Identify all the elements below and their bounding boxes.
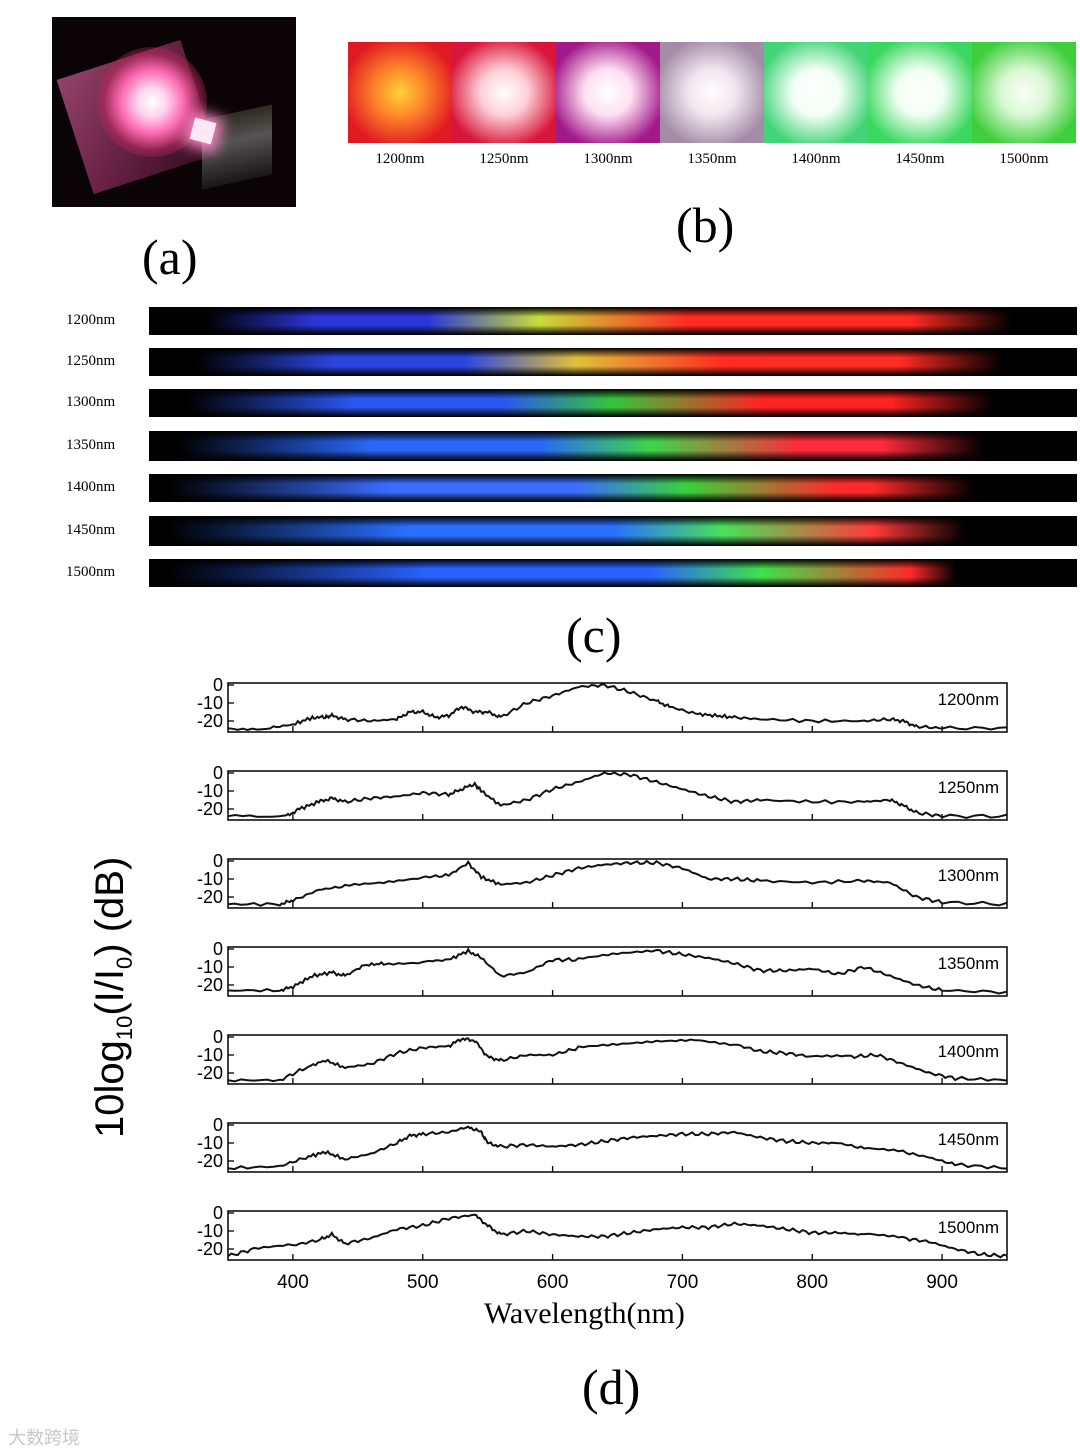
spectrum-line-1450nm — [227, 1125, 1008, 1171]
y-tick-label: 0 — [213, 1115, 223, 1135]
stripe-1400nm — [149, 474, 1077, 502]
panel-d-chart: 0-10-201200nm0-10-201250nm0-10-201300nm0… — [197, 675, 1008, 1293]
spectrum-line-1250nm — [227, 771, 1008, 820]
stripe-1200nm — [149, 307, 1077, 335]
stripe-label: 1500nm — [66, 564, 116, 580]
stripe-label: 1300nm — [66, 394, 116, 410]
y-tick-label: -20 — [197, 1063, 223, 1083]
panel-label-a: (a) — [142, 229, 198, 285]
y-tick-label: 0 — [213, 939, 223, 959]
spectrum-line-1400nm — [227, 1037, 1008, 1083]
series-label: 1400nm — [938, 1042, 999, 1061]
subplot-frame — [227, 770, 1008, 821]
spot-label: 1500nm — [999, 151, 1049, 167]
x-tick-label: 700 — [667, 1272, 699, 1293]
series-label: 1300nm — [938, 866, 999, 885]
y-tick-label: 0 — [213, 1027, 223, 1047]
panel-label-d: (d) — [582, 1359, 641, 1415]
y-tick-label: -10 — [197, 1045, 223, 1065]
y-tick-label: -10 — [197, 1221, 223, 1241]
spot-label: 1200nm — [375, 151, 425, 167]
stripe-label: 1450nm — [66, 522, 116, 538]
y-tick-label: 0 — [213, 1203, 223, 1223]
panel-b-spot-labels: 1200nm 1250nm 1300nm 1350nm 1400nm 1450nm 1500… — [348, 151, 1076, 168]
stripe-label: 1250nm — [66, 353, 116, 369]
series-label: 1250nm — [938, 778, 999, 797]
subplot-frame — [227, 1034, 1008, 1085]
chart-xlabel: Wavelength(nm) — [484, 1297, 685, 1330]
y-tick-label: 0 — [213, 851, 223, 871]
stripe-label: 1350nm — [66, 437, 116, 453]
watermark-logo: 大数跨境 — [8, 1428, 80, 1449]
stripe-label: 1400nm — [66, 479, 116, 495]
series-label: 1200nm — [938, 690, 999, 709]
spectrum-line-1500nm — [227, 1213, 1008, 1259]
y-tick-label: -20 — [197, 1151, 223, 1171]
x-tick-label: 900 — [926, 1272, 958, 1293]
stripe-1300nm — [149, 389, 1077, 417]
x-tick-label: 600 — [537, 1272, 569, 1293]
y-tick-label: -20 — [197, 711, 223, 731]
spectrum-line-1300nm — [227, 859, 1008, 907]
y-tick-label: -20 — [197, 1239, 223, 1259]
spot-label: 1350nm — [687, 151, 737, 167]
photo-a-laser-setup — [52, 17, 296, 207]
photo-a-glow — [97, 47, 207, 157]
spot-label: 1300nm — [583, 151, 633, 167]
spot-1250nm — [452, 42, 556, 143]
series-label: 1500nm — [938, 1218, 999, 1237]
spot-1500nm — [972, 42, 1076, 143]
subplot-frame — [227, 1122, 1008, 1173]
panel-label-c: (c) — [566, 607, 622, 663]
spot-1350nm — [660, 42, 764, 143]
panel-b-spot-row — [348, 42, 1076, 143]
spot-1200nm — [348, 42, 452, 143]
y-tick-label: -10 — [197, 957, 223, 977]
stripe-label: 1200nm — [66, 312, 116, 328]
subplot-frame — [227, 946, 1008, 997]
x-tick-label: 400 — [277, 1272, 309, 1293]
y-tick-label: -10 — [197, 781, 223, 801]
spot-1300nm — [556, 42, 660, 143]
stripe-1500nm — [149, 559, 1077, 587]
stripe-1450nm — [149, 516, 1077, 546]
y-tick-label: 0 — [213, 763, 223, 783]
x-tick-label: 800 — [796, 1272, 828, 1293]
spot-label: 1450nm — [895, 151, 945, 167]
subplot-frame — [227, 1210, 1008, 1261]
spectrum-line-1350nm — [227, 947, 1008, 995]
series-label: 1450nm — [938, 1130, 999, 1149]
y-tick-label: -20 — [197, 887, 223, 907]
y-tick-label: -10 — [197, 869, 223, 889]
y-tick-label: 0 — [213, 675, 223, 695]
y-tick-label: -20 — [197, 975, 223, 995]
spot-1450nm — [868, 42, 972, 143]
y-tick-label: -20 — [197, 799, 223, 819]
spot-label: 1250nm — [479, 151, 529, 167]
photo-a-mount — [202, 104, 272, 190]
y-tick-label: -10 — [197, 1133, 223, 1153]
x-tick-label: 500 — [407, 1272, 439, 1293]
stripe-1250nm — [149, 348, 1077, 376]
subplot-frame — [227, 682, 1008, 733]
spot-1400nm — [764, 42, 868, 143]
chart-ylabel: 10log10(I/I0) (dB) — [88, 856, 137, 1138]
series-label: 1350nm — [938, 954, 999, 973]
spectrum-line-1200nm — [227, 683, 1008, 732]
spot-label: 1400nm — [791, 151, 841, 167]
stripe-1350nm — [149, 431, 1077, 461]
y-tick-label: -10 — [197, 693, 223, 713]
subplot-frame — [227, 858, 1008, 909]
panel-label-b: (b) — [676, 197, 735, 253]
